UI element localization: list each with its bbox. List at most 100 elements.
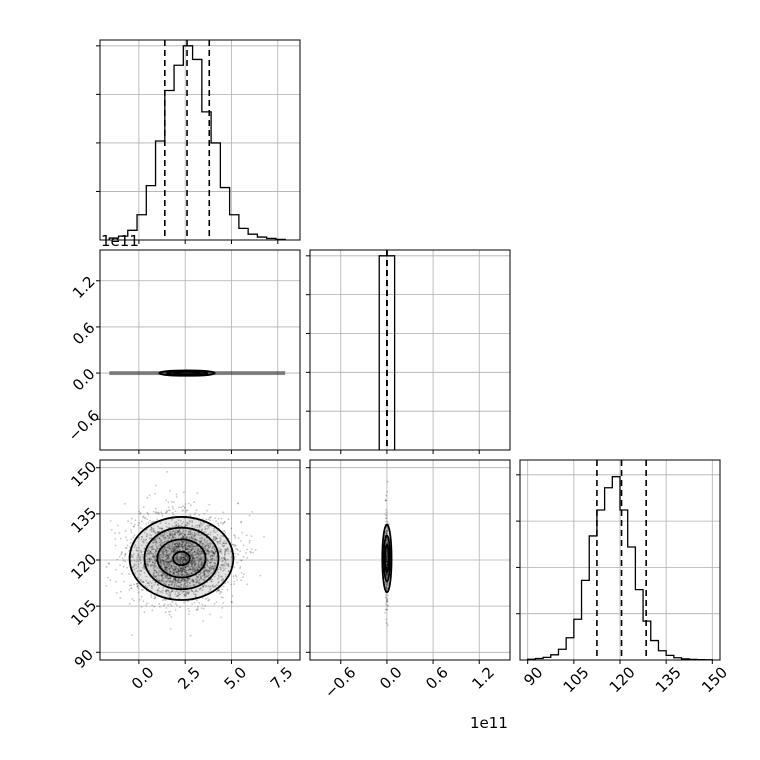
joint-p0-p2-scatter-point [160, 543, 162, 546]
joint-p0-p2-scatter-point [203, 576, 206, 579]
joint-p0-p2-scatter-point [206, 542, 209, 545]
joint-p0-p2-scatter-point [245, 534, 248, 537]
joint-p0-p2-scatter-point [160, 556, 163, 559]
joint-p0-p2-scatter-point [140, 544, 143, 547]
joint-p0-p2-scatter-point [199, 557, 201, 559]
joint-p0-p2-scatter-point [217, 589, 220, 591]
joint-p0-p2-scatter-point [182, 568, 185, 571]
joint-p0-p2-scatter-point [135, 582, 138, 585]
joint-p0-p2-scatter-point [208, 570, 211, 572]
joint-p0-p2-scatter-point [200, 577, 202, 580]
joint-p0-p2-scatter-point [209, 560, 212, 563]
joint-p0-p2-scatter-point [194, 538, 197, 541]
joint-p0-p2-scatter-point [142, 516, 144, 519]
joint-p0-p2-scatter-point [185, 544, 188, 547]
joint-p0-p2-scatter-point [233, 580, 236, 583]
joint-p0-p2-scatter-point [174, 602, 177, 605]
joint-p0-p2-scatter-point [186, 509, 189, 511]
joint-p0-p2-scatter-point [169, 551, 172, 554]
joint-p0-p2-scatter-point [197, 564, 200, 567]
joint-p0-p2-scatter-point [177, 578, 180, 581]
joint-p0-p2-scatter-point [177, 569, 180, 572]
joint-p0-p2-scatter-point [174, 531, 177, 534]
joint-p0-p2-scatter-point [210, 558, 213, 561]
joint-p0-p2-scatter-point [162, 550, 164, 553]
joint-p0-p2-scatter-point [213, 575, 216, 578]
joint-p0-p2-scatter-point [189, 545, 192, 547]
joint-p0-p2-scatter-point [191, 559, 194, 562]
joint-p0-p2-scatter-point [234, 544, 237, 547]
joint-p0-p2-scatter-point [218, 536, 221, 539]
joint-p0-p2-scatter-point [200, 607, 203, 610]
joint-p0-p2-scatter-point [184, 566, 187, 568]
joint-p0-p2-scatter-point [166, 575, 169, 578]
joint-p0-p2-scatter-point [129, 584, 131, 587]
joint-p0-p2-scatter-point [226, 581, 229, 584]
joint-p0-p2-scatter-point [207, 526, 210, 529]
joint-p0-p2-scatter-point [182, 509, 185, 512]
joint-p0-p2-scatter-point [121, 572, 123, 575]
joint-p0-p2-scatter-point [148, 558, 151, 560]
joint-p0-p2-scatter-point [242, 576, 244, 579]
joint-p0-p2-scatter-point [203, 538, 206, 541]
joint-p0-p2-scatter-point [132, 536, 135, 539]
joint-p0-p2-scatter-point [192, 535, 195, 538]
joint-p0-p2-scatter-point [181, 547, 184, 550]
joint-p0-p2-scatter-point [195, 581, 197, 584]
joint-p0-p2-scatter-point [208, 566, 210, 569]
joint-p0-p2-scatter-point [166, 589, 169, 592]
joint-p0-p2-scatter-point [173, 563, 175, 566]
joint-p0-p2-scatter-point [208, 516, 211, 519]
joint-p0-p2-scatter-point [194, 545, 197, 548]
joint-p0-p2-scatter-point [186, 565, 189, 568]
joint-p0-p2-scatter-point [169, 610, 172, 613]
joint-p0-p2-scatter-point [154, 512, 157, 514]
joint-p0-p2-scatter-point [128, 589, 131, 591]
joint-p0-p2-scatter-point [182, 559, 185, 561]
joint-p0-p2-scatter-point [188, 613, 190, 615]
joint-p0-p2-scatter-point [189, 544, 192, 547]
joint-p0-p2-scatter-point [174, 568, 177, 571]
joint-p0-p2-scatter-point [191, 589, 194, 592]
joint-p0-p2-scatter-point [193, 554, 196, 557]
left-axis-param-2-ytick-label-3: 135 [67, 504, 100, 537]
joint-p0-p2-scatter-point [192, 580, 195, 583]
joint-p0-p2-scatter-point [185, 548, 188, 551]
joint-p0-p2-scatter-point [211, 565, 214, 568]
joint-p0-p2-scatter-point [179, 560, 182, 563]
joint-p0-p2-scatter-point [217, 517, 220, 520]
joint-p0-p2-scatter-point [192, 557, 195, 560]
joint-p0-p2-scatter-point [174, 593, 177, 596]
joint-p0-p2-scatter-point [167, 526, 170, 529]
joint-p0-p2-scatter-point [212, 567, 215, 570]
joint-p0-p2-scatter-point [152, 530, 155, 532]
joint-p0-p2-scatter-point [156, 589, 159, 592]
joint-p0-p2-scatter-point [154, 492, 157, 495]
joint-p0-p2-scatter-point [199, 534, 201, 536]
joint-p0-p2-scatter-point [169, 554, 172, 557]
joint-p0-p2-scatter-point [186, 541, 188, 544]
joint-p0-p2-scatter-point [170, 550, 173, 553]
joint-p0-p2-scatter-point [213, 586, 216, 588]
joint-p0-p2-scatter-point [197, 555, 200, 557]
joint-p0-p2-scatter-point [223, 530, 226, 532]
joint-p1-p2-scatter-point [386, 594, 389, 597]
joint-p0-p2-scatter-point [164, 512, 167, 514]
joint-p0-p2-scatter-point [205, 575, 207, 578]
joint-p0-p2-scatter-point [171, 551, 174, 554]
joint-p0-p2-scatter-point [133, 583, 135, 586]
joint-p0-p2-scatter-point [209, 551, 211, 554]
joint-p0-p2-scatter-point [179, 606, 181, 609]
joint-p0-p2-scatter-point [184, 555, 187, 558]
joint-p0-p2-scatter-point [148, 556, 151, 559]
joint-p0-p2-scatter-point [219, 575, 222, 578]
joint-p0-p2-scatter-point [185, 555, 188, 558]
joint-p0-p2-scatter-point [226, 550, 229, 553]
joint-p0-p2-scatter-point [164, 555, 167, 557]
joint-p0-p2-scatter-point [179, 567, 182, 570]
joint-p1-p2-scatter-point [386, 480, 389, 483]
joint-p0-p2-scatter-point [163, 564, 166, 567]
joint-p0-p2-scatter-point [184, 578, 186, 581]
joint-p0-p2-scatter-point [186, 533, 189, 536]
joint-p0-p2-scatter-point [224, 532, 226, 535]
